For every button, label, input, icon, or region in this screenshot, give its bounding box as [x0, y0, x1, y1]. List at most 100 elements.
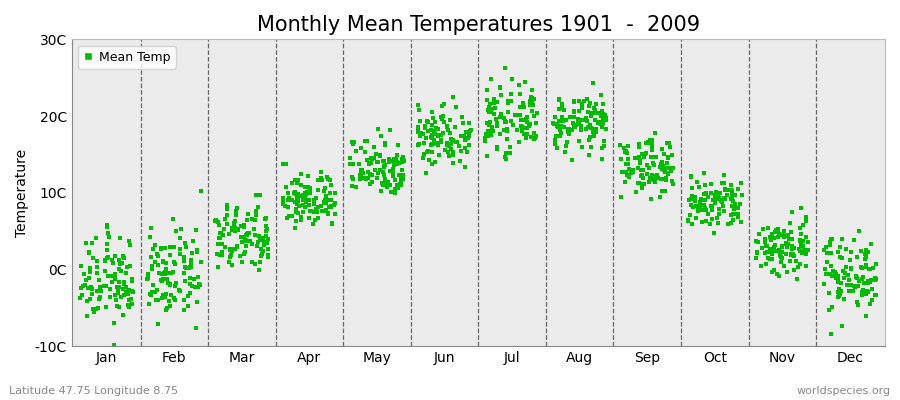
Point [120, 264, 134, 270]
Point [847, 283, 861, 290]
Point [425, 109, 439, 116]
Point [384, 189, 399, 195]
Point [309, 195, 323, 202]
Point [768, 248, 782, 254]
Point [665, 164, 680, 171]
Point [556, 107, 571, 114]
Point [300, 188, 314, 195]
Point [166, 243, 181, 250]
Point [425, 140, 439, 147]
Point [345, 174, 359, 180]
Point [712, 195, 726, 201]
Point [770, 225, 785, 232]
Point [167, 282, 182, 289]
Point [354, 171, 368, 177]
Point [850, 274, 864, 281]
Point [420, 127, 435, 134]
Point [824, 273, 839, 279]
Point [427, 139, 441, 146]
Point [425, 135, 439, 141]
Point [838, 269, 852, 276]
Point [367, 166, 382, 173]
Point [168, 260, 183, 267]
Point [589, 126, 603, 132]
Point [760, 243, 774, 250]
Point [439, 124, 454, 130]
Point [698, 207, 713, 214]
Point [796, 242, 810, 249]
Point [504, 91, 518, 98]
Point [436, 113, 450, 119]
Point [424, 142, 438, 148]
Point [584, 125, 598, 131]
Point [234, 223, 248, 230]
Point [225, 248, 239, 254]
Point [581, 137, 596, 143]
Point [571, 120, 585, 126]
Point [644, 196, 658, 203]
Point [618, 149, 633, 155]
Point [869, 292, 884, 298]
Point [256, 235, 270, 241]
Point [711, 195, 725, 201]
Point [328, 190, 342, 196]
Point [589, 101, 603, 108]
Point [156, 258, 170, 264]
Point [718, 187, 733, 193]
Point [698, 204, 712, 211]
Point [518, 135, 533, 142]
Point [396, 153, 410, 160]
Point [842, 272, 856, 278]
Point [572, 138, 586, 145]
Point [225, 227, 239, 233]
Point [427, 137, 441, 143]
Point [446, 136, 461, 143]
Point [254, 246, 268, 252]
Point [314, 169, 328, 175]
Point [108, 291, 122, 298]
Point [320, 193, 334, 199]
Point [178, 265, 193, 271]
Point [499, 118, 513, 125]
Point [780, 233, 795, 240]
Point [548, 141, 562, 148]
Point [283, 213, 297, 220]
Point [318, 208, 332, 214]
Point [834, 255, 849, 261]
Point [418, 140, 432, 146]
Point [751, 239, 765, 245]
Point [440, 140, 454, 146]
Point [728, 203, 742, 209]
Point [228, 228, 242, 235]
Point [98, 258, 112, 264]
Point [691, 205, 706, 212]
Point [581, 103, 596, 109]
Point [595, 156, 609, 162]
Point [382, 127, 397, 134]
Point [622, 166, 636, 172]
Point [209, 216, 223, 223]
Point [480, 120, 494, 126]
Point [343, 155, 357, 161]
Point [392, 142, 406, 148]
Point [289, 208, 303, 215]
Point [121, 301, 135, 308]
Point [662, 165, 676, 172]
Point [225, 262, 239, 268]
Point [320, 197, 335, 204]
Point [774, 258, 788, 265]
Point [218, 244, 232, 250]
Point [159, 260, 174, 267]
Point [655, 166, 670, 172]
Point [117, 255, 131, 262]
Point [490, 98, 504, 105]
Point [162, 298, 176, 304]
Point [762, 234, 777, 240]
Point [761, 225, 776, 231]
Point [734, 218, 748, 225]
Point [101, 254, 115, 260]
Point [523, 120, 537, 127]
Point [487, 110, 501, 117]
Point [654, 160, 669, 167]
Point [515, 124, 529, 130]
